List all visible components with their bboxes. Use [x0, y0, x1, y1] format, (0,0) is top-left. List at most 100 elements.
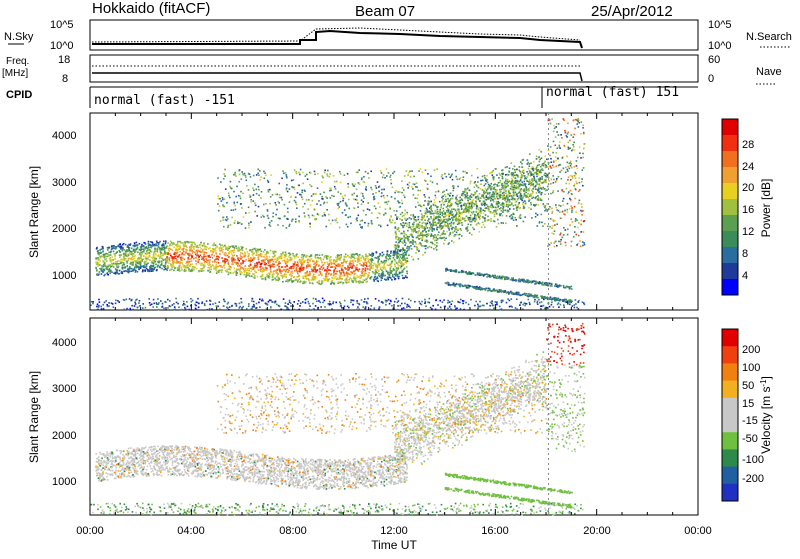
echo-cell — [435, 195, 437, 197]
echo-cell — [356, 199, 358, 201]
echo-cell — [371, 262, 373, 264]
echo-cell — [394, 274, 396, 276]
echo-cell — [398, 265, 400, 267]
echo-cell — [483, 197, 485, 199]
echo-cell — [184, 241, 186, 243]
echo-cell — [293, 179, 295, 181]
echo-cell — [401, 233, 403, 235]
echo-cell — [256, 215, 258, 217]
echo-cell — [410, 176, 412, 178]
echo-cell — [108, 255, 110, 257]
echo-cell — [331, 195, 333, 197]
echo-cell — [540, 187, 542, 189]
echo-cell — [215, 244, 217, 246]
echo-cell — [169, 259, 171, 261]
echo-cell — [228, 266, 230, 268]
echo-cell — [263, 256, 265, 258]
echo-cell — [372, 255, 374, 257]
echo-cell — [123, 256, 125, 258]
echo-cell — [544, 223, 546, 225]
echo-cell — [424, 219, 426, 221]
echo-cell — [400, 266, 402, 268]
echo-cell — [388, 276, 390, 278]
echo-cell — [184, 244, 186, 246]
echo-cell — [506, 183, 508, 185]
echo-cell — [397, 276, 399, 278]
echo-cell — [234, 247, 236, 249]
echo-cell — [368, 272, 370, 274]
echo-cell — [517, 195, 519, 197]
echo-cell — [513, 205, 515, 207]
echo-cell — [319, 271, 321, 273]
echo-cell — [203, 270, 205, 272]
echo-cell — [199, 251, 201, 253]
echo-cell — [491, 171, 493, 173]
echo-cell — [232, 257, 234, 259]
echo-cell — [507, 185, 509, 187]
echo-cell — [104, 274, 106, 276]
echo-cell — [296, 264, 298, 266]
echo-cell — [499, 208, 501, 210]
echo-cell — [356, 220, 358, 222]
echo-cell — [398, 231, 400, 233]
echo-cell — [475, 219, 477, 221]
echo-cell — [262, 271, 264, 273]
echo-cell — [301, 194, 303, 196]
echo-cell — [128, 244, 130, 246]
echo-cell — [517, 183, 519, 185]
echo-cell — [404, 233, 406, 235]
echo-cell — [222, 199, 224, 201]
echo-cell — [461, 193, 463, 195]
echo-cell — [387, 278, 389, 280]
echo-cell — [449, 234, 451, 236]
echo-cell — [287, 259, 289, 261]
echo-cell — [243, 216, 245, 218]
echo-cell — [394, 198, 396, 200]
echo-cell — [483, 224, 485, 226]
echo-cell — [143, 242, 145, 244]
echo-cell — [375, 271, 377, 273]
echo-cell — [512, 174, 514, 176]
echo-cell — [106, 258, 108, 260]
echo-cell — [443, 210, 445, 212]
echo-cell — [321, 280, 323, 282]
echo-cell — [500, 197, 502, 199]
echo-cell — [466, 211, 468, 213]
echo-cell — [535, 197, 537, 199]
echo-cell — [144, 267, 146, 269]
echo-cell — [544, 188, 546, 190]
echo-cell — [342, 212, 344, 214]
echo-cell — [281, 178, 283, 180]
echo-cell — [259, 179, 261, 181]
echo-cell — [445, 221, 447, 223]
echo-cell — [401, 180, 403, 182]
echo-cell — [232, 246, 234, 248]
echo-cell — [465, 203, 467, 205]
echo-cell — [203, 254, 205, 256]
echo-cell — [363, 176, 365, 178]
echo-cell — [287, 211, 289, 213]
echo-cell — [502, 185, 504, 187]
echo-cell — [174, 252, 176, 254]
echo-cell — [126, 255, 128, 257]
echo-cell — [359, 224, 361, 226]
echo-cell — [387, 277, 389, 279]
echo-cell — [371, 222, 373, 224]
echo-cell — [526, 187, 528, 189]
beam-label: Beam 07 — [355, 3, 415, 20]
echo-cell — [402, 212, 404, 214]
echo-cell — [199, 270, 201, 272]
echo-cell — [436, 227, 438, 229]
echo-cell — [103, 264, 105, 266]
echo-cell — [535, 205, 537, 207]
echo-cell — [391, 261, 393, 263]
echo-cell — [541, 194, 543, 196]
echo-cell — [282, 251, 284, 253]
echo-cell — [284, 256, 286, 258]
echo-cell — [265, 203, 267, 205]
echo-cell — [155, 264, 157, 266]
echo-cell — [544, 173, 546, 175]
echo-cell — [203, 257, 205, 259]
echo-cell — [118, 245, 120, 247]
echo-cell — [494, 210, 496, 212]
